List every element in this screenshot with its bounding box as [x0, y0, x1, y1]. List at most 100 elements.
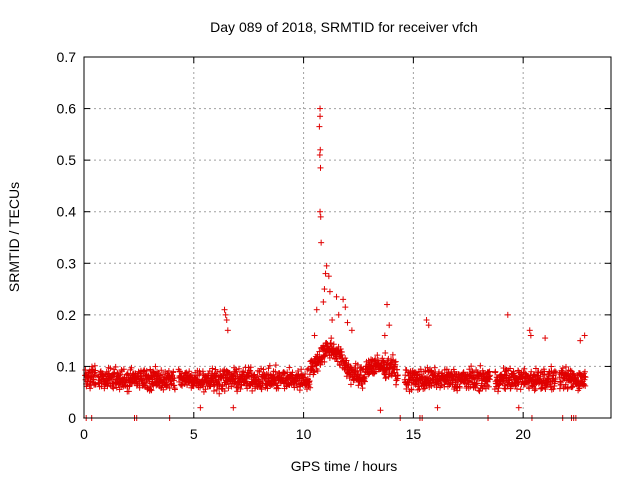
data-point	[186, 368, 193, 375]
data-point	[325, 273, 332, 280]
data-point	[147, 367, 154, 374]
data-point	[365, 371, 372, 378]
data-point	[221, 388, 228, 395]
data-point	[526, 327, 533, 334]
data-point	[148, 387, 155, 394]
data-point	[335, 311, 342, 318]
data-point	[415, 383, 422, 390]
data-point	[112, 363, 119, 370]
data-point	[228, 383, 235, 390]
data-point	[254, 372, 261, 379]
data-point	[330, 341, 337, 348]
data-point	[101, 385, 108, 392]
x-tick-label: 0	[80, 426, 88, 442]
data-point	[355, 382, 362, 389]
data-point	[199, 368, 206, 375]
data-point	[170, 368, 177, 375]
data-point	[210, 387, 217, 394]
data-point	[423, 317, 430, 324]
data-point	[414, 386, 421, 393]
data-point	[320, 298, 327, 305]
data-point	[329, 317, 336, 324]
data-point	[394, 372, 401, 379]
grid-lines	[84, 57, 611, 418]
data-point	[311, 332, 318, 339]
data-point	[569, 383, 576, 390]
data-point	[225, 385, 232, 392]
data-point	[380, 358, 387, 365]
data-point	[108, 374, 115, 381]
chart-title: Day 089 of 2018, SRMTID for receiver vfc…	[210, 19, 478, 35]
data-point	[313, 306, 320, 313]
data-point	[486, 368, 493, 375]
data-point	[316, 348, 323, 355]
y-tick-label: 0.2	[57, 307, 77, 323]
data-point	[321, 358, 328, 365]
data-point	[392, 358, 399, 365]
data-point	[517, 386, 524, 393]
data-point	[87, 385, 94, 392]
data-point	[477, 362, 484, 369]
data-point	[527, 332, 534, 339]
y-tick-label: 0.7	[57, 49, 77, 65]
data-point	[344, 319, 351, 326]
data-point	[531, 387, 538, 394]
data-point	[502, 385, 509, 392]
data-point	[552, 369, 559, 376]
data-point	[256, 368, 263, 375]
data-point	[298, 366, 305, 373]
data-point	[532, 365, 539, 372]
plot-frame	[83, 56, 612, 419]
y-tick-label: 0	[68, 410, 76, 426]
data-point	[321, 286, 328, 293]
data-point	[333, 293, 340, 300]
data-point	[379, 355, 386, 362]
data-point	[542, 386, 549, 393]
data-point	[468, 363, 475, 370]
data-point	[348, 327, 355, 334]
data-point	[171, 382, 178, 389]
data-point	[117, 371, 124, 378]
data-point	[495, 385, 502, 392]
data-point	[171, 386, 178, 393]
data-point	[317, 164, 324, 171]
data-point	[251, 371, 258, 378]
data-point	[125, 388, 132, 395]
data-point	[235, 365, 242, 372]
data-point	[403, 385, 410, 392]
data-point	[249, 387, 256, 394]
data-point	[382, 349, 389, 356]
data-point	[223, 381, 230, 388]
data-point	[294, 384, 301, 391]
y-tick-label: 0.3	[57, 255, 77, 271]
data-point	[389, 351, 396, 358]
data-point	[317, 113, 324, 120]
data-point	[160, 386, 167, 393]
data-point	[391, 369, 398, 376]
data-point	[178, 381, 185, 388]
data-point	[345, 361, 352, 368]
data-point	[392, 361, 399, 368]
data-point	[263, 382, 270, 389]
data-point	[562, 363, 569, 370]
y-tick-label: 0.4	[57, 204, 77, 220]
data-point	[515, 404, 522, 411]
data-point	[582, 374, 589, 381]
data-point	[504, 311, 511, 318]
data-point	[569, 384, 576, 391]
data-point	[219, 383, 226, 390]
data-point	[317, 208, 324, 215]
data-point	[361, 378, 368, 385]
data-point	[214, 369, 221, 376]
data-point	[428, 367, 435, 374]
data-point	[443, 366, 450, 373]
data-point	[384, 301, 391, 308]
data-point	[408, 386, 415, 393]
data-point	[428, 368, 435, 375]
data-point	[317, 213, 324, 220]
data-point	[314, 367, 321, 374]
data-point	[224, 327, 231, 334]
data-point	[342, 304, 349, 311]
data-point	[200, 388, 207, 395]
